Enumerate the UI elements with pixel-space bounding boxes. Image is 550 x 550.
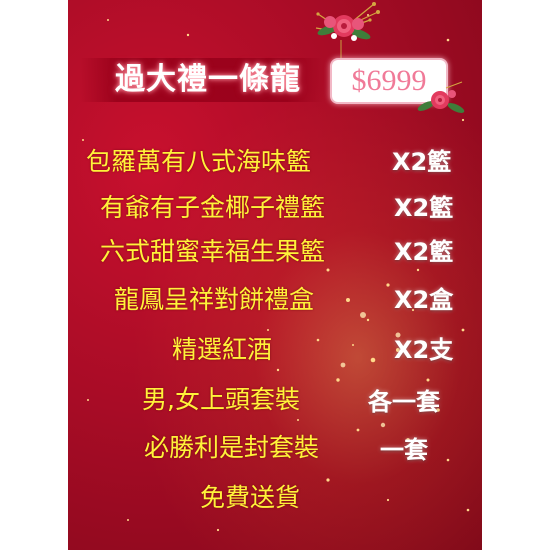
list-item-name: 龍鳳呈祥對餅禮盒 [114, 285, 315, 314]
list-item-name: 包羅萬有八式海味籃 [86, 147, 312, 176]
rose-bouquet-icon [315, 2, 380, 41]
list-item-name: 必勝利是封套裝 [144, 433, 320, 462]
list-item-quantity: X2盒 [394, 286, 454, 314]
list-item-quantity: X2籃 [394, 238, 454, 266]
title-banner [80, 58, 324, 102]
poster-title: 過大禮一條龍 [115, 62, 301, 97]
list-item-quantity: X2籃 [392, 148, 452, 176]
rose-corner-icon [417, 81, 465, 113]
list-item-name: 男,女上頭套裝 [142, 385, 300, 414]
promo-poster: 過大禮一條龍 $6999 包羅萬有八式海味籃 X2籃 有爺有子金椰子禮籃 X2籃… [68, 0, 482, 550]
price-tag: $6999 [330, 58, 448, 104]
list-item-quantity: 各一套 [368, 388, 440, 416]
list-item-quantity: 一套 [380, 436, 428, 464]
list-item-name: 精選紅酒 [172, 335, 273, 364]
list-item-name: 六式甜蜜幸福生果籃 [100, 237, 326, 266]
list-item-name: 有爺有子金椰子禮籃 [100, 193, 326, 222]
list-item-quantity: X2籃 [394, 194, 454, 222]
footer-free-delivery: 免費送貨 [200, 483, 301, 512]
list-item-quantity: X2支 [394, 336, 454, 364]
gold-sparkle-background [82, 14, 470, 532]
